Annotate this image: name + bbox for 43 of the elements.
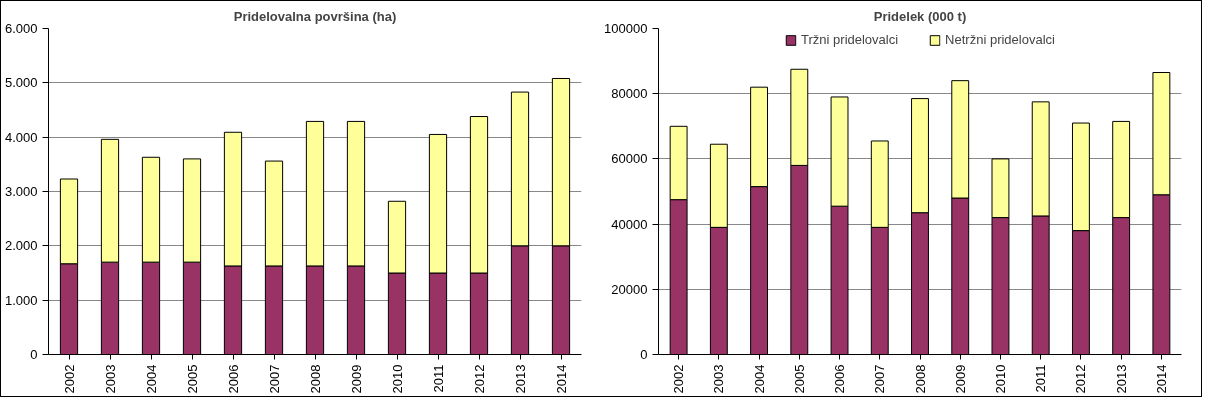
y-tick-label: 2.000	[4, 238, 38, 254]
x-tick-label: 2007	[872, 364, 888, 394]
x-tick-label: 2014	[1153, 364, 1169, 394]
chart-title: Pridelek (000 t)	[873, 8, 967, 24]
y-tick-label: 20000	[611, 281, 648, 297]
x-tick-label: 2006	[225, 364, 241, 394]
x-tick-label: 2003	[711, 364, 727, 394]
x-tick-label: 2005	[791, 364, 807, 394]
y-tick-label: 4.000	[4, 129, 38, 145]
y-tick-label: 60000	[611, 151, 648, 167]
y-tick-label: 100000	[604, 21, 648, 36]
x-tick-label: 2014	[553, 364, 569, 394]
x-tick-label: 2008	[307, 364, 323, 394]
chart-title: Pridelovalna površina (ha)	[233, 8, 397, 24]
x-tick-label: 2009	[952, 364, 968, 394]
y-tick-label: 5.000	[4, 75, 38, 91]
legend-label: Tržni pridelovalci	[801, 32, 899, 47]
y-tick-label: 6.000	[4, 21, 38, 36]
y-tick-label: 1.000	[4, 292, 38, 308]
x-tick-label: 2006	[832, 364, 848, 394]
x-tick-label: 2004	[751, 364, 767, 394]
x-tick-label: 2012	[1073, 364, 1089, 394]
x-tick-label: 2008	[912, 364, 928, 394]
x-tick-label: 2005	[184, 364, 200, 394]
y-tick-label: 40000	[611, 216, 648, 232]
x-tick-label: 2013	[1113, 364, 1129, 394]
x-tick-label: 2009	[348, 364, 364, 394]
y-tick-label: 0	[30, 347, 38, 362]
x-tick-label: 2011	[430, 364, 446, 393]
x-tick-label: 2002	[671, 364, 687, 394]
y-tick-label: 80000	[611, 86, 648, 102]
y-tick-label: 0	[640, 347, 648, 362]
x-tick-label: 2010	[992, 364, 1008, 394]
x-tick-label: 2011	[1033, 364, 1049, 393]
legend-label: Netržni pridelovalci	[945, 32, 1055, 47]
x-tick-label: 2002	[61, 364, 77, 394]
x-tick-label: 2004	[143, 364, 159, 394]
x-tick-label: 2013	[512, 364, 528, 394]
y-tick-label: 3.000	[4, 184, 38, 199]
x-tick-label: 2012	[471, 364, 487, 394]
x-tick-label: 2007	[266, 364, 282, 394]
x-tick-label: 2010	[389, 364, 405, 394]
x-tick-label: 2003	[102, 364, 118, 394]
